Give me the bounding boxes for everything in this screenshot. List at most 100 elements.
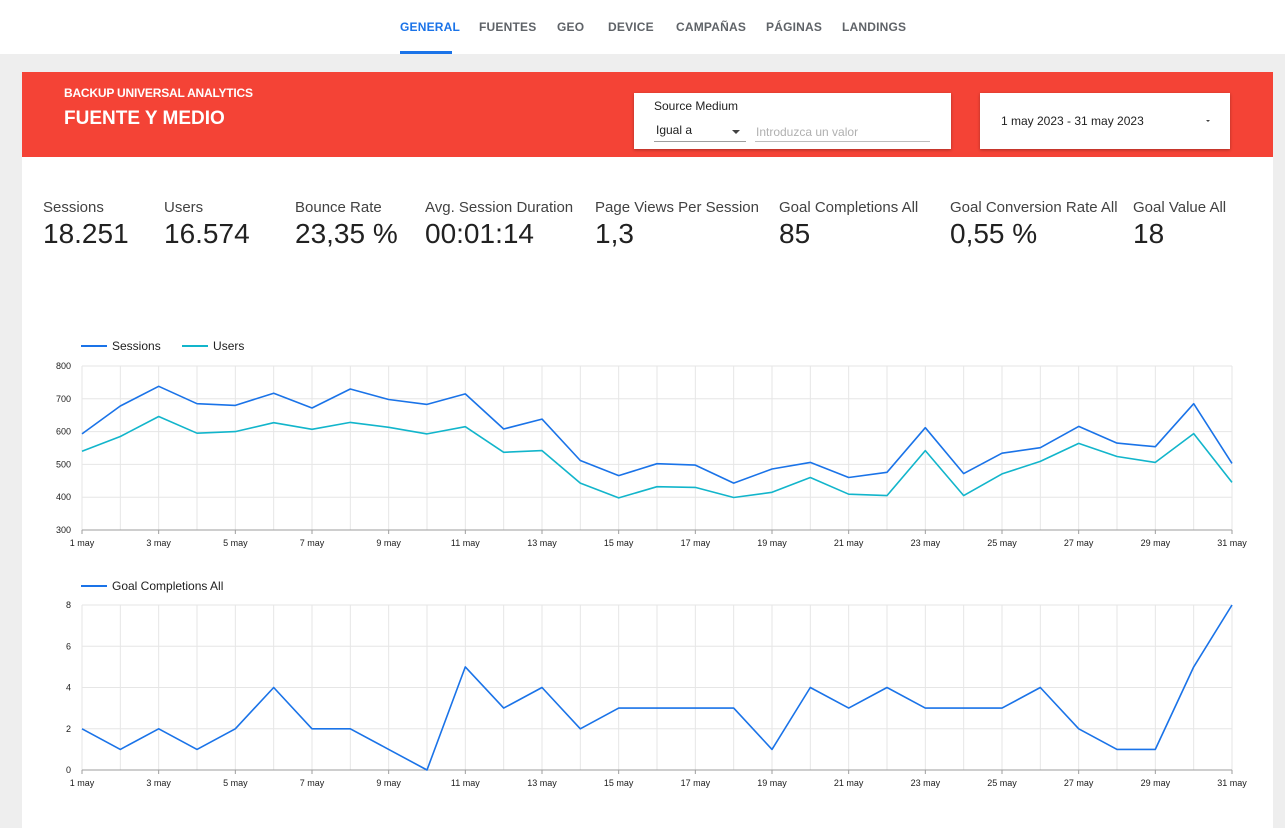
x-tick-label: 29 may: [1141, 538, 1171, 548]
tab-geo[interactable]: GEO: [557, 20, 585, 34]
kpi-goal-value: Goal Value All 18: [1133, 199, 1226, 250]
tab-landings[interactable]: LANDINGS: [842, 20, 907, 34]
active-tab-indicator: [400, 51, 452, 54]
y-tick-label: 400: [56, 492, 71, 502]
date-range-value: 1 may 2023 - 31 may 2023: [1001, 114, 1144, 128]
x-tick-label: 3 may: [146, 538, 171, 548]
x-tick-label: 25 may: [987, 778, 1017, 788]
kpi-value: 00:01:14: [425, 218, 534, 249]
x-tick-label: 11 may: [451, 538, 480, 548]
kpi-goal-completions: Goal Completions All 85: [779, 199, 918, 250]
x-tick-label: 23 may: [911, 538, 941, 548]
x-tick-label: 19 may: [757, 778, 787, 788]
sessions-users-line-chart: 300 400 500 600 700 800 1 may 3 may 5 may 7 may 9 …: [56, 361, 1247, 548]
kpi-label: Goal Completions All: [779, 199, 919, 216]
legend-item-goal-completions[interactable]: Goal Completions All: [81, 579, 223, 593]
x-tick-label: 13 may: [527, 778, 557, 788]
x-tick-label: 21 may: [834, 538, 864, 548]
y-tick-label: 4: [66, 683, 71, 693]
x-tick-label: 9 may: [376, 538, 401, 548]
x-tick-label: 9 may: [376, 778, 401, 788]
y-tick-label: 8: [66, 600, 71, 610]
chevron-down-icon: [732, 130, 740, 134]
y-tick-label: 700: [56, 394, 71, 404]
tab-general[interactable]: GENERAL: [400, 20, 461, 34]
series-line-goal-completions-all: [81, 604, 1233, 771]
kpi-label: Goal Value All: [1133, 199, 1227, 216]
kpi-value: 85: [779, 218, 811, 249]
tab-device[interactable]: DEVICE: [608, 20, 654, 34]
report-header-banner: BACKUP UNIVERSAL ANALYTICS FUENTE Y MEDI…: [22, 72, 1273, 157]
x-tick-label: 17 may: [681, 538, 711, 548]
source-medium-filter: Source Medium Igual a: [634, 93, 951, 149]
kpi-bounce-rate: Bounce Rate 23,35 %: [295, 199, 398, 250]
x-tick-label: 17 may: [681, 778, 711, 788]
x-tick-label: 7 may: [300, 778, 325, 788]
y-tick-label: 0: [66, 765, 71, 775]
x-tick-label: 19 may: [757, 538, 787, 548]
filter-operator-value: Igual a: [656, 123, 693, 137]
chart2-legend: Goal Completions All: [81, 579, 223, 593]
x-tick-label: 1 may: [70, 778, 95, 788]
filter-label: Source Medium: [654, 99, 739, 113]
kpi-users: Users 16.574: [164, 199, 250, 250]
top-navigation: GENERAL FUENTES GEO DEVICE CAMPAÑAS PÁGI…: [0, 0, 1285, 54]
kpi-avg-session-duration: Avg. Session Duration 00:01:14: [425, 199, 573, 250]
kpi-label: Users: [164, 199, 204, 216]
kpi-value: 16.574: [164, 218, 250, 249]
x-tick-label: 21 may: [834, 778, 864, 788]
date-range-picker[interactable]: 1 may 2023 - 31 may 2023: [980, 93, 1230, 149]
legend-swatch: [182, 344, 209, 347]
series-line-sessions: [81, 385, 1233, 484]
x-tick-label: 31 may: [1217, 538, 1247, 548]
y-tick-label: 800: [56, 361, 71, 371]
tab-campanas[interactable]: CAMPAÑAS: [676, 20, 747, 34]
kpi-label: Page Views Per Session: [595, 199, 759, 216]
x-tick-label: 15 may: [604, 778, 634, 788]
legend-label: Sessions: [112, 339, 161, 353]
y-tick-label: 300: [56, 525, 71, 535]
kpi-sessions: Sessions 18.251: [43, 199, 129, 250]
x-tick-label: 25 may: [987, 538, 1017, 548]
legend-item-sessions[interactable]: Sessions: [81, 339, 164, 353]
kpi-label: Avg. Session Duration: [425, 199, 574, 216]
x-tick-label: 15 may: [604, 538, 634, 548]
x-tick-label: 7 may: [300, 538, 325, 548]
kpi-label: Goal Conversion Rate All: [950, 199, 1118, 216]
x-tick-label: 5 may: [223, 538, 248, 548]
filter-value-input[interactable]: [755, 122, 930, 142]
x-tick-label: 27 may: [1064, 778, 1094, 788]
kpi-value: 1,3: [595, 218, 634, 249]
x-tick-label: 11 may: [451, 778, 480, 788]
kpi-page-views-per-session: Page Views Per Session 1,3: [595, 199, 759, 250]
tab-paginas[interactable]: PÁGINAS: [766, 20, 823, 34]
legend-label: Users: [213, 339, 245, 353]
filter-operator-select[interactable]: Igual a: [654, 122, 746, 142]
report-subtitle: BACKUP UNIVERSAL ANALYTICS: [64, 86, 253, 100]
x-tick-label: 13 may: [527, 538, 557, 548]
y-tick-label: 600: [56, 427, 71, 437]
report-title: FUENTE Y MEDIO: [64, 108, 225, 129]
goal-completions-line-chart: 0 2 4 6 8 1 may 3 may 5 may 7 may 9 may 11 may 13 m…: [66, 600, 1247, 788]
kpi-value: 0,55 %: [950, 218, 1038, 249]
kpi-value: 18.251: [43, 218, 129, 249]
legend-swatch: [81, 344, 107, 347]
x-tick-label: 3 may: [146, 778, 171, 788]
y-tick-label: 500: [56, 459, 71, 469]
y-tick-label: 6: [66, 641, 71, 651]
legend-label: Goal Completions All: [112, 579, 224, 593]
chevron-down-icon: [1206, 120, 1210, 122]
kpi-value: 23,35 %: [295, 218, 398, 249]
kpi-value: 18: [1133, 218, 1165, 249]
tab-fuentes[interactable]: FUENTES: [479, 20, 537, 34]
kpi-label: Sessions: [43, 199, 104, 216]
x-tick-label: 29 may: [1141, 778, 1171, 788]
kpi-goal-conversion-rate: Goal Conversion Rate All 0,55 %: [950, 199, 1118, 250]
x-tick-label: 23 may: [911, 778, 941, 788]
legend-item-users[interactable]: Users: [182, 339, 244, 353]
series-line-users: [81, 415, 1233, 499]
x-tick-label: 5 may: [223, 778, 248, 788]
x-tick-label: 27 may: [1064, 538, 1094, 548]
y-tick-label: 2: [66, 724, 71, 734]
